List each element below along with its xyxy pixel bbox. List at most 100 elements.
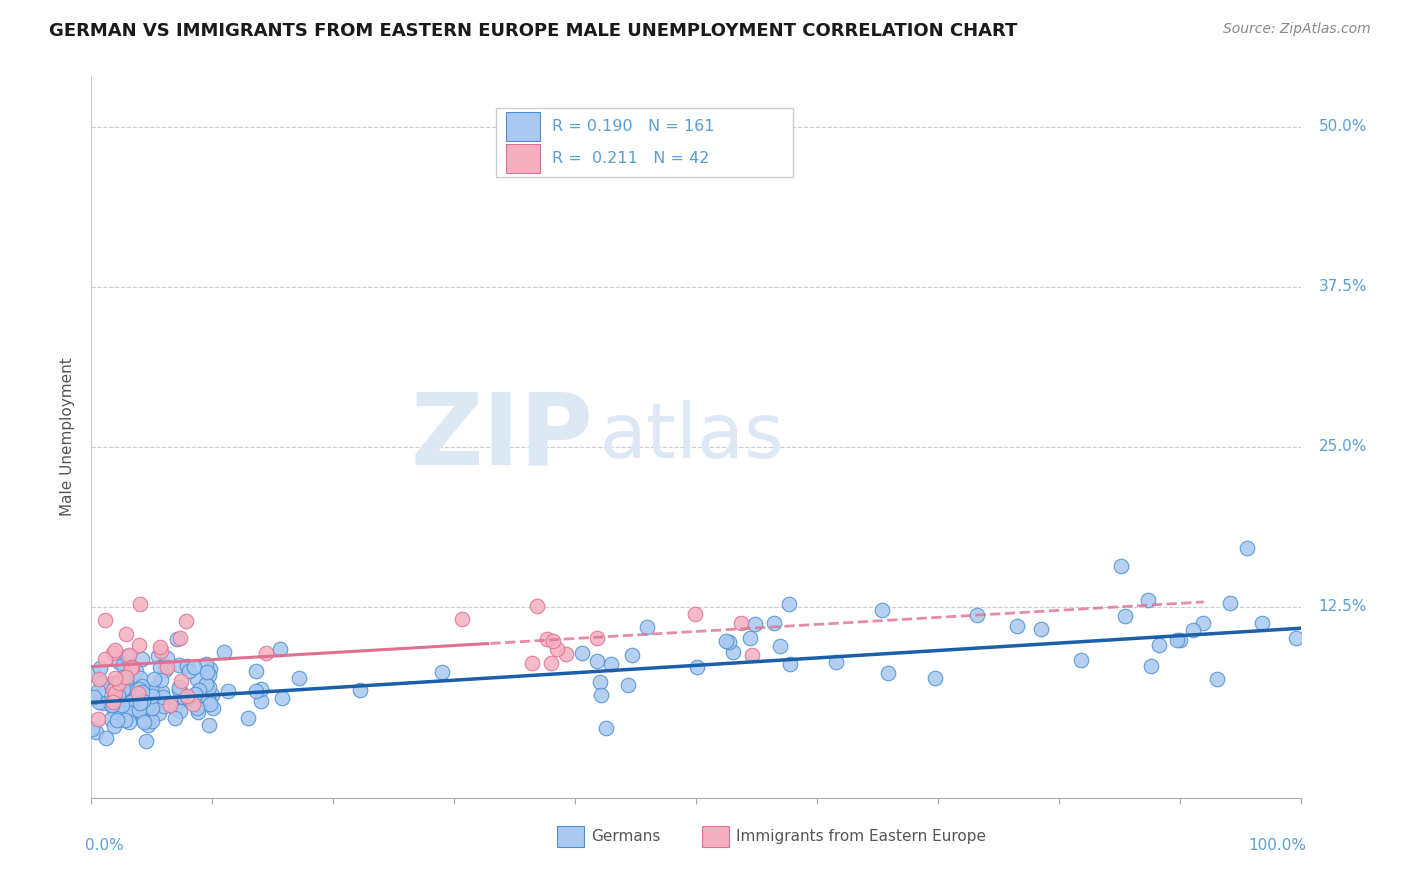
Point: [1168, 632, 1191, 647]
Point: [108, 676, 131, 690]
Point: [245, 683, 267, 698]
Text: 25.0%: 25.0%: [1319, 439, 1367, 454]
Point: [546, 642, 568, 657]
Point: [198, 718, 221, 732]
Point: [174, 614, 197, 628]
Point: [120, 661, 142, 675]
Point: [108, 656, 131, 670]
Point: [1206, 673, 1229, 687]
FancyBboxPatch shape: [702, 826, 728, 847]
Point: [762, 615, 785, 630]
Point: [730, 615, 752, 630]
Point: [139, 681, 162, 696]
Point: [155, 663, 177, 677]
Point: [1236, 541, 1258, 555]
Point: [117, 648, 139, 663]
Point: [716, 633, 738, 648]
FancyBboxPatch shape: [557, 826, 583, 847]
Point: [127, 686, 149, 700]
Point: [89, 661, 111, 675]
Point: [432, 665, 454, 680]
Point: [744, 616, 766, 631]
Point: [134, 701, 156, 715]
Point: [1031, 622, 1053, 636]
Point: [111, 670, 134, 684]
Point: [1136, 592, 1159, 607]
Point: [96, 731, 118, 745]
Point: [100, 712, 122, 726]
Point: [136, 718, 159, 732]
Point: [778, 597, 800, 611]
Point: [111, 698, 134, 712]
Point: [824, 656, 846, 670]
Point: [637, 619, 659, 633]
Point: [741, 648, 763, 662]
Point: [198, 668, 221, 682]
Point: [131, 679, 153, 693]
Point: [269, 641, 291, 656]
Point: [83, 667, 105, 681]
Point: [112, 688, 135, 702]
Point: [149, 660, 172, 674]
Point: [93, 613, 115, 627]
Point: [1005, 619, 1028, 633]
Point: [1182, 623, 1205, 637]
Point: [200, 662, 222, 676]
Y-axis label: Male Unemployment: Male Unemployment: [60, 358, 76, 516]
Point: [167, 657, 190, 672]
Text: atlas: atlas: [599, 401, 785, 474]
Point: [620, 648, 643, 663]
Point: [90, 676, 112, 690]
Point: [236, 711, 259, 725]
Point: [169, 705, 191, 719]
Point: [128, 703, 150, 717]
Point: [176, 659, 198, 673]
Point: [131, 652, 153, 666]
Point: [103, 692, 125, 706]
Text: 100.0%: 100.0%: [1249, 838, 1306, 853]
Point: [254, 646, 277, 660]
Point: [191, 690, 214, 705]
Point: [522, 656, 544, 670]
Point: [721, 645, 744, 659]
Point: [526, 599, 548, 614]
Point: [86, 683, 108, 698]
Point: [129, 703, 152, 717]
Point: [170, 674, 193, 689]
Point: [141, 701, 163, 715]
Point: [104, 676, 127, 690]
Text: Source: ZipAtlas.com: Source: ZipAtlas.com: [1223, 22, 1371, 37]
Point: [187, 705, 209, 719]
Point: [111, 681, 134, 696]
Point: [186, 701, 208, 715]
Point: [141, 689, 163, 703]
Point: [115, 627, 138, 641]
Point: [217, 683, 239, 698]
Point: [134, 714, 156, 729]
Point: [245, 664, 267, 678]
Text: GERMAN VS IMMIGRANTS FROM EASTERN EUROPE MALE UNEMPLOYMENT CORRELATION CHART: GERMAN VS IMMIGRANTS FROM EASTERN EUROPE…: [49, 22, 1018, 40]
Point: [451, 612, 474, 626]
Point: [181, 697, 204, 711]
Point: [150, 644, 173, 658]
Point: [111, 683, 134, 698]
Point: [108, 706, 131, 721]
Point: [173, 692, 195, 706]
Point: [115, 670, 138, 684]
Point: [101, 698, 124, 713]
Text: R =  0.211   N = 42: R = 0.211 N = 42: [553, 152, 710, 167]
Point: [195, 665, 218, 680]
Point: [966, 608, 988, 623]
Point: [571, 646, 593, 660]
Point: [555, 647, 578, 661]
Point: [150, 685, 173, 699]
Point: [150, 673, 173, 687]
Point: [82, 722, 104, 736]
Point: [271, 690, 294, 705]
Point: [125, 664, 148, 678]
Point: [201, 688, 224, 702]
Point: [595, 721, 617, 735]
Point: [128, 638, 150, 652]
Point: [779, 657, 801, 671]
Point: [197, 691, 219, 706]
